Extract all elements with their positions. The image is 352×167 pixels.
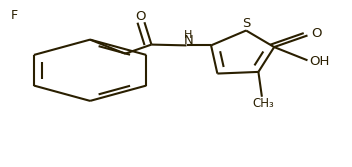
Text: O: O bbox=[311, 27, 321, 40]
Text: S: S bbox=[242, 17, 250, 30]
Text: N: N bbox=[183, 34, 193, 47]
Text: O: O bbox=[136, 10, 146, 23]
Text: OH: OH bbox=[309, 55, 329, 68]
Text: H: H bbox=[184, 30, 193, 40]
Text: F: F bbox=[11, 9, 18, 22]
Text: CH₃: CH₃ bbox=[253, 97, 275, 110]
